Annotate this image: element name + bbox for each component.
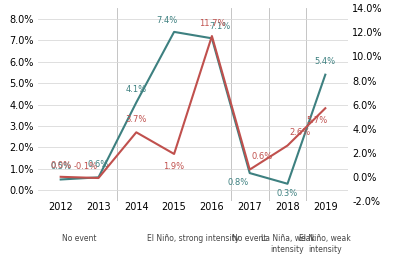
Text: 0.6%: 0.6%	[252, 152, 273, 161]
Text: 0.0%: 0.0%	[50, 161, 71, 170]
Text: No event: No event	[232, 234, 267, 243]
Text: 0.6%: 0.6%	[88, 160, 109, 169]
Text: 0.3%: 0.3%	[277, 189, 298, 198]
Text: 5.7%: 5.7%	[306, 116, 328, 125]
Text: 2.6%: 2.6%	[289, 128, 311, 137]
Text: La Niña, weak
intensity: La Niña, weak intensity	[260, 234, 314, 254]
Text: No event: No event	[62, 234, 97, 243]
Text: 7.4%: 7.4%	[156, 16, 178, 25]
Text: El Niño, weak
intensity: El Niño, weak intensity	[300, 234, 351, 254]
Text: 7.1%: 7.1%	[210, 22, 231, 31]
Text: 4.1%: 4.1%	[126, 85, 147, 94]
Text: 11.7%: 11.7%	[199, 19, 225, 28]
Text: 3.7%: 3.7%	[126, 115, 147, 124]
Text: 0.8%: 0.8%	[228, 178, 249, 187]
Text: 1.9%: 1.9%	[164, 162, 185, 171]
Text: 5.4%: 5.4%	[315, 57, 336, 66]
Text: El Niño, strong intensity: El Niño, strong intensity	[147, 234, 239, 243]
Text: 0.5%: 0.5%	[50, 162, 71, 171]
Text: -0.1%: -0.1%	[74, 162, 98, 171]
